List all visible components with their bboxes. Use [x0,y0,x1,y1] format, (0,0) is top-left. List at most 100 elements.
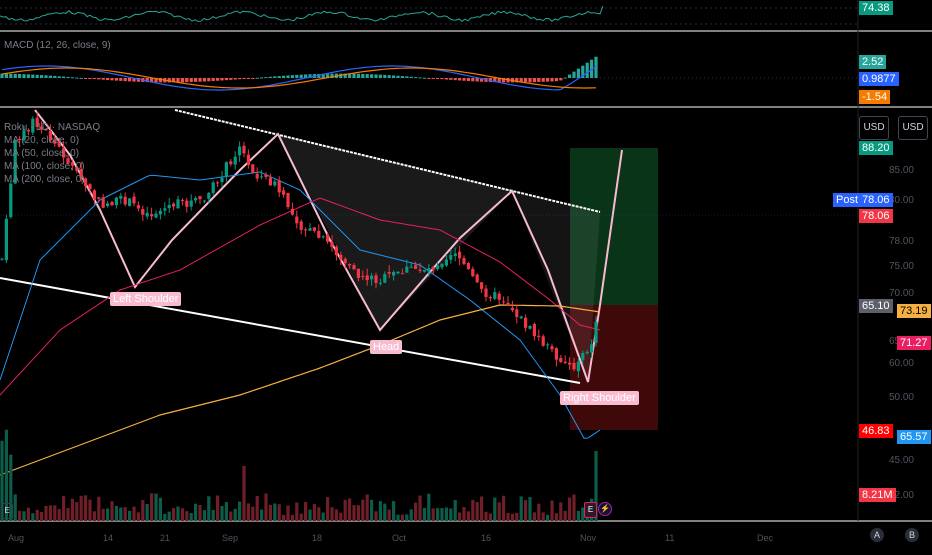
macd-histogram-bar [158,78,162,83]
currency-button-left[interactable]: USD [859,116,889,140]
volume-bar [400,514,404,521]
macd-histogram-bar [9,73,13,78]
candle-body [150,214,154,217]
candle-body [132,196,136,204]
volume-bar [299,513,303,521]
volume-bar [506,512,510,521]
time-tick: 11 [665,533,675,543]
volume-bar [260,509,264,521]
macd-histogram-bar [400,76,404,78]
volume-bar [563,510,567,521]
volume-bar [502,495,506,521]
volume-bar [18,510,22,521]
volume-bar [40,512,44,521]
entry-price-badge: 65.10 [859,299,893,313]
macd-histogram-bar [330,73,334,78]
volume-bar [92,511,96,521]
volume-bar [519,496,523,521]
candle-body [26,129,30,132]
volume-bar [515,512,519,521]
candle-body [563,361,567,364]
macd-histogram-bar [532,78,536,83]
macd-histogram-bar [35,74,39,78]
macd-histogram-bar [66,76,70,78]
candle-body [387,272,391,274]
macd-histogram-bar [466,78,470,82]
volume-bar [532,512,536,521]
macd-histogram-bar [198,78,202,82]
volume-bar [211,509,215,521]
volume-bar [88,499,92,521]
macd-histogram-bar [119,78,123,81]
candle-body [198,196,202,200]
candle-body [44,128,48,131]
macd-histogram-bar [370,74,374,78]
log-scale-button[interactable]: B [905,528,919,542]
macd-histogram-bar [453,78,457,81]
candle-body [480,282,484,289]
candle-body [238,146,242,156]
macd-histogram-bar [264,77,268,79]
volume-bar [378,501,382,521]
macd-histogram-bar [233,78,237,80]
right-shoulder-label: Right Shoulder [560,391,639,405]
macd-histogram-bar [207,78,211,82]
volume-bar [370,499,374,521]
macd-histogram-bar [13,73,17,78]
macd-histogram-bar [18,73,22,78]
macd-histogram-bar [502,78,506,83]
currency-button-right[interactable]: USD [898,116,928,140]
macd-signal-line [1,67,597,89]
macd-histogram-bar [497,78,501,83]
macd-histogram-bar [154,78,158,83]
time-tick: Oct [392,533,407,543]
candle-body [339,254,343,260]
dividend-lightning-icon[interactable]: ⚡ [598,502,612,516]
macd-histogram-bar [427,78,431,79]
candle-body [590,344,594,353]
volume-bar [13,494,17,521]
volume-bar [462,507,466,521]
volume-bar [541,512,545,521]
candle-body [418,269,422,271]
earnings-badge[interactable]: E [1,503,13,519]
volume-bar [26,507,30,521]
volume-bar [422,507,426,521]
candle-body [290,208,294,215]
macd-histogram-bar [62,76,66,78]
volume-bar [339,512,343,521]
volume-bar [488,513,492,521]
macd-histogram-bar [563,77,567,79]
target-price-badge: 88.20 [859,141,893,155]
candle-body [585,351,589,354]
volume-bar [207,496,211,521]
volume-bar [405,514,409,521]
volume-bar [84,495,88,521]
volume-bar [427,493,431,521]
volume-bar [224,502,228,521]
macd-histogram-bar [57,76,61,78]
macd-histogram-bar [317,73,321,78]
volume-bar [35,509,39,521]
volume-bar [475,502,479,521]
macd-histogram-bar [180,78,184,83]
auto-scale-button[interactable]: A [870,528,884,542]
candle-body [594,321,598,343]
volume-bar [189,513,193,521]
candle-body [554,348,558,360]
macd-histogram-bar [378,74,382,78]
volume-bar [216,495,220,521]
time-tick: Nov [580,533,597,543]
candle-body [405,266,409,273]
earnings-badge[interactable]: E [584,502,597,518]
axis-tick: 50.00 [888,392,914,403]
volume-bar [383,503,387,521]
macd-histogram-bar [150,78,154,83]
candle-body [568,362,572,365]
macd-histogram-bar [568,74,572,78]
macd-histogram-bar [128,78,132,82]
volume-bar [431,508,435,521]
candle-body [431,267,435,270]
